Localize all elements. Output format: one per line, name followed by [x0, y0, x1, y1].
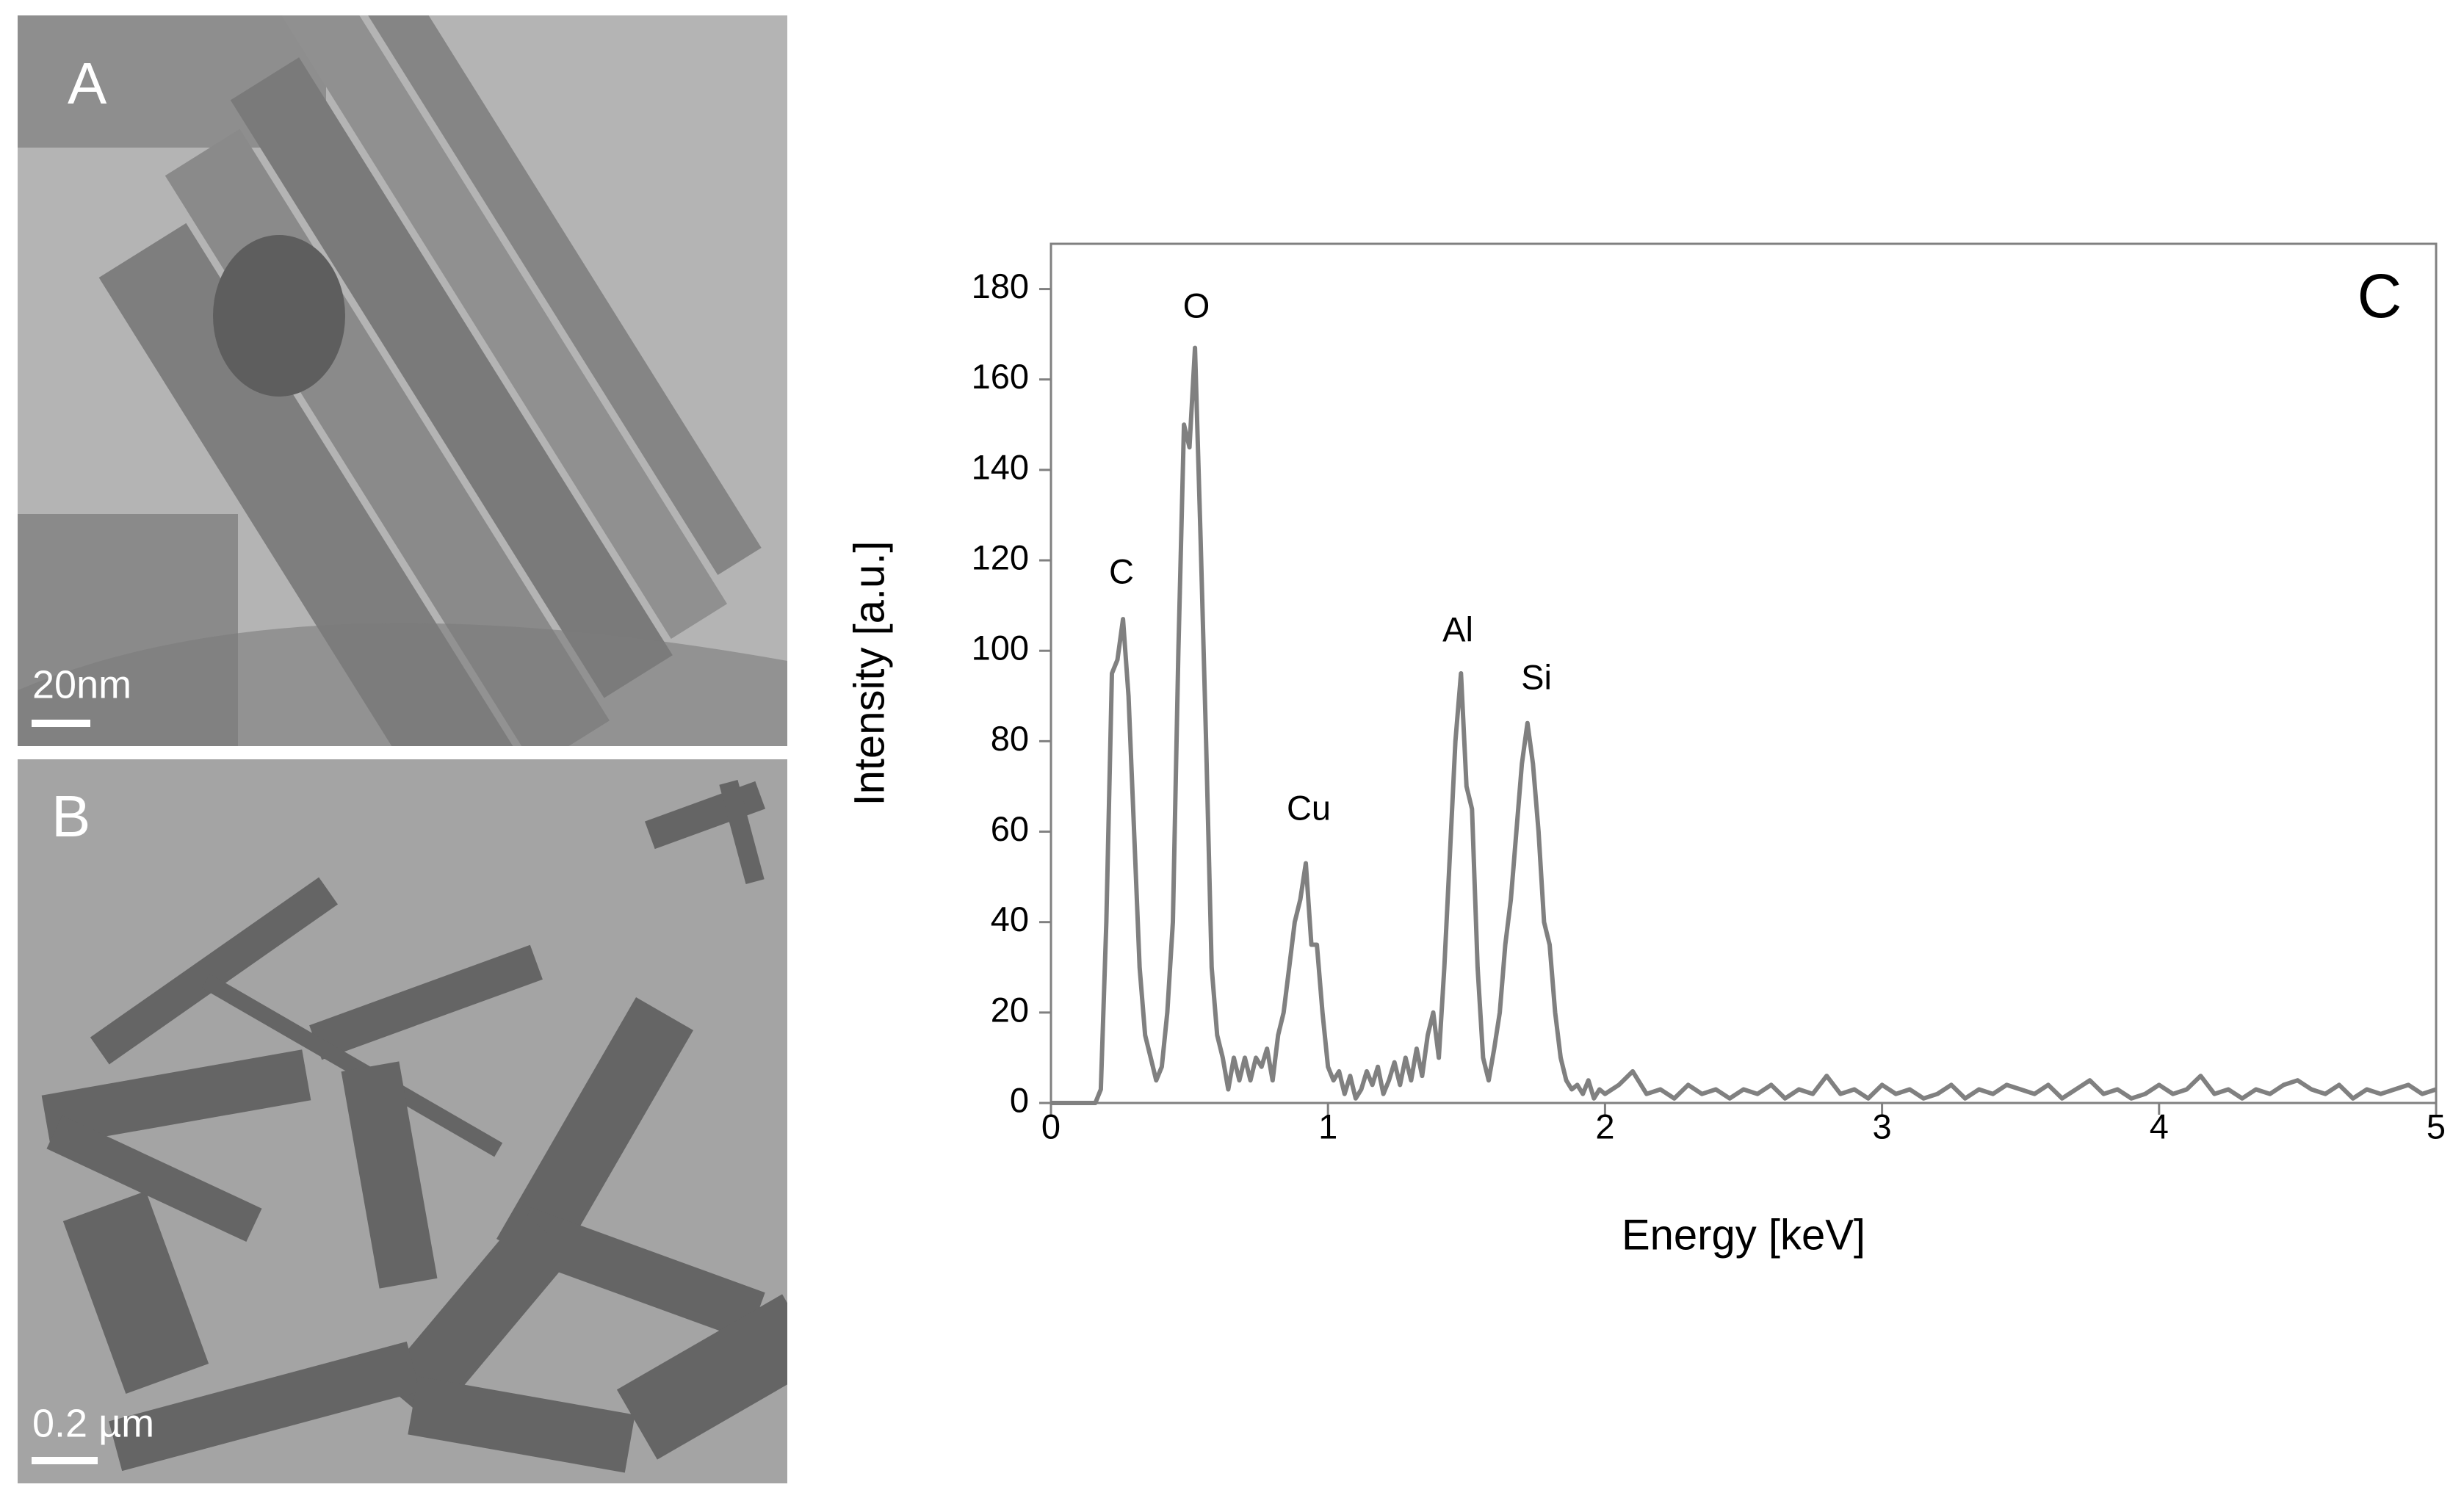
y-tick-label: 180 [972, 267, 1029, 305]
scale-bar [32, 720, 90, 727]
y-tick-label: 140 [972, 447, 1029, 486]
scale-bar-label: 0.2 µm [32, 1401, 154, 1445]
scale-bar [32, 1457, 98, 1464]
x-tick-label: 1 [1318, 1107, 1337, 1146]
peak-label: Si [1521, 657, 1552, 696]
x-tick-label: 2 [1595, 1107, 1614, 1146]
peak-label: Cu [1287, 788, 1331, 827]
x-axis-title: Energy [keV] [1622, 1211, 1865, 1259]
peak-label: Al [1442, 609, 1473, 648]
plot-frame [1049, 242, 2438, 1104]
y-tick-label: 100 [972, 629, 1029, 668]
y-tick-label: 80 [991, 719, 1029, 758]
panel-label: C [2358, 261, 2402, 330]
x-tick-label: 5 [2427, 1107, 2446, 1146]
y-tick-label: 120 [972, 538, 1029, 576]
x-tick-label: 4 [2150, 1107, 2169, 1146]
scale-bar-label: 20nm [32, 662, 131, 706]
x-tick-label: 0 [1041, 1107, 1061, 1146]
micrograph-b: B 0.2 µm [18, 759, 787, 1483]
panel-label: A [68, 51, 107, 116]
y-tick-label: 40 [991, 900, 1029, 938]
y-axis-title: Intensity [a.u.] [845, 540, 893, 806]
panel-label: B [51, 784, 90, 849]
peak-label: O [1183, 286, 1210, 325]
micrograph-a: A 20nm [18, 15, 787, 746]
y-tick-label: 20 [991, 990, 1029, 1029]
x-tick-label: 3 [1873, 1107, 1892, 1146]
spectrum-line [1051, 345, 2437, 1105]
y-tick-label: 60 [991, 809, 1029, 848]
y-tick-label: 160 [972, 357, 1029, 396]
y-tick-label: 0 [1010, 1080, 1029, 1119]
peak-label: C [1109, 551, 1134, 590]
